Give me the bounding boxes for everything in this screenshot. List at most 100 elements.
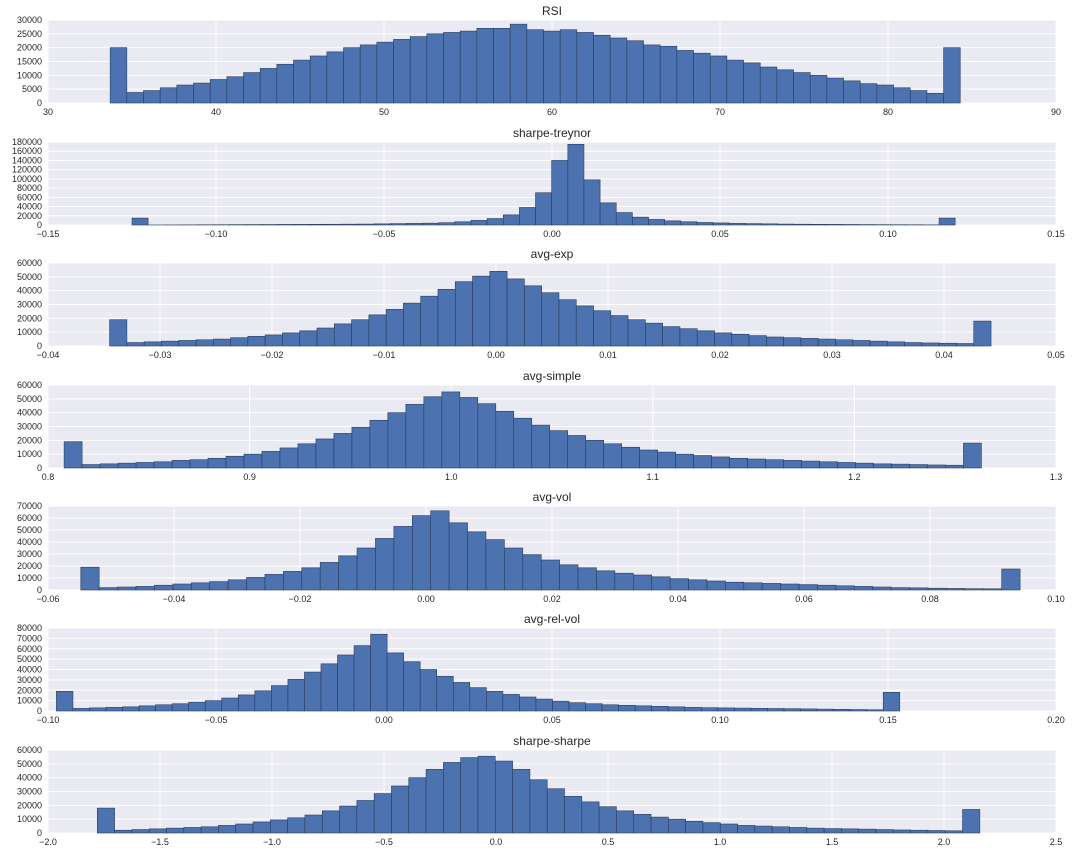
histogram-bar — [271, 685, 289, 712]
histogram-bar — [423, 396, 443, 469]
histogram-bar — [973, 320, 992, 347]
histogram-bar — [882, 692, 901, 712]
y-tick-label: 40000 — [17, 665, 42, 675]
histogram-bar — [276, 63, 294, 104]
histogram-bar — [927, 464, 946, 469]
histogram-bar — [962, 809, 981, 834]
histogram-bar — [748, 335, 767, 347]
histogram-bar — [893, 87, 911, 104]
histogram-bar — [226, 76, 244, 104]
y-tick-label: 30000 — [17, 300, 42, 310]
histogram-bar — [126, 92, 144, 104]
histogram-bar — [798, 584, 818, 591]
x-tick-label: 0.04 — [669, 594, 687, 604]
x-tick-label: 0.8 — [42, 472, 55, 482]
histogram-bar — [835, 339, 854, 347]
histogram-bar — [339, 805, 358, 834]
histogram-bar — [766, 336, 784, 347]
histogram-bar — [701, 707, 719, 712]
histogram-bar — [771, 826, 790, 834]
histogram-bar — [477, 403, 497, 469]
histogram-bar — [351, 319, 370, 347]
histogram-bar — [301, 567, 321, 591]
histogram-bar — [357, 223, 375, 226]
histogram-bar — [351, 426, 371, 469]
histogram-bar — [287, 817, 306, 834]
histogram-bar — [333, 433, 353, 469]
histogram-bar — [309, 55, 328, 104]
histogram-bar — [386, 652, 404, 712]
histogram-bar — [632, 216, 649, 226]
histogram-bar — [477, 755, 496, 834]
histogram-bar — [938, 217, 956, 226]
histogram-bar — [651, 576, 671, 591]
x-tick-label: 0.04 — [935, 350, 953, 360]
x-tick-label: −0.04 — [37, 350, 60, 360]
x-tick-label: 0.05 — [1047, 350, 1065, 360]
histogram-bar — [938, 342, 957, 347]
histogram-bar — [765, 459, 784, 469]
histogram-bar — [825, 224, 843, 226]
histogram-bar — [189, 459, 209, 469]
histogram-bar — [801, 460, 820, 469]
x-tick-label: 0.9 — [243, 472, 256, 482]
histogram-bar — [154, 584, 174, 591]
histogram-bar — [780, 583, 800, 591]
histogram-bar — [743, 582, 763, 591]
y-tick-label: 40000 — [17, 537, 42, 547]
histogram-bar — [341, 223, 359, 226]
histogram-bar — [581, 801, 600, 834]
histogram-bar — [493, 27, 511, 104]
histogram-bar — [117, 462, 137, 469]
histogram-bar — [304, 671, 322, 712]
histogram-bar — [209, 581, 229, 591]
x-tick-label: 0.10 — [879, 229, 897, 239]
histogram-bar — [1001, 568, 1021, 591]
histogram-bar — [472, 275, 491, 347]
histogram-bar — [485, 539, 505, 591]
histogram-bar — [403, 661, 421, 712]
histogram-bar — [809, 224, 827, 226]
histogram-bar — [875, 829, 894, 834]
y-tick-label: 50000 — [17, 525, 42, 535]
histogram-bar — [486, 690, 504, 712]
histogram-bar — [728, 223, 746, 226]
histogram-bar — [411, 515, 432, 591]
chart-title: avg-vol — [533, 490, 572, 504]
histogram-bar — [513, 417, 533, 469]
y-tick-label: 10000 — [17, 573, 42, 583]
histogram-bar — [855, 462, 874, 469]
histogram-bar — [353, 645, 371, 712]
chart-title: sharpe-sharpe — [513, 734, 591, 748]
histogram-bar — [470, 220, 488, 226]
x-tick-label: −0.15 — [37, 229, 60, 239]
histogram-bar — [858, 828, 877, 834]
histogram-bar — [114, 829, 133, 834]
histogram-bar — [430, 510, 450, 591]
x-tick-label: 60 — [547, 107, 557, 117]
histogram-bar — [264, 574, 284, 591]
histogram-bar — [373, 793, 392, 834]
histogram-bar — [777, 223, 795, 226]
histogram-bar — [651, 706, 669, 712]
histogram-bar — [826, 77, 844, 104]
histogram-bar — [391, 785, 410, 834]
histogram-bar — [188, 701, 206, 712]
histogram-bar — [729, 458, 748, 469]
x-tick-label: 2.5 — [1050, 837, 1063, 847]
histogram-bar — [193, 82, 211, 104]
histogram-bar — [747, 458, 766, 469]
histogram-bar — [731, 333, 750, 347]
histogram-bar — [489, 270, 508, 347]
histogram-bar — [337, 654, 355, 712]
histogram-bar — [601, 704, 619, 712]
histogram-bar — [890, 587, 910, 591]
histogram-bar — [567, 435, 587, 469]
histogram-bar — [843, 80, 861, 104]
histogram-bar — [408, 777, 427, 834]
histogram-bar — [806, 827, 825, 834]
histogram-bar — [559, 29, 578, 104]
histogram-bar — [166, 827, 185, 834]
x-tick-label: 1.2 — [848, 472, 861, 482]
histogram-bar — [486, 218, 504, 226]
